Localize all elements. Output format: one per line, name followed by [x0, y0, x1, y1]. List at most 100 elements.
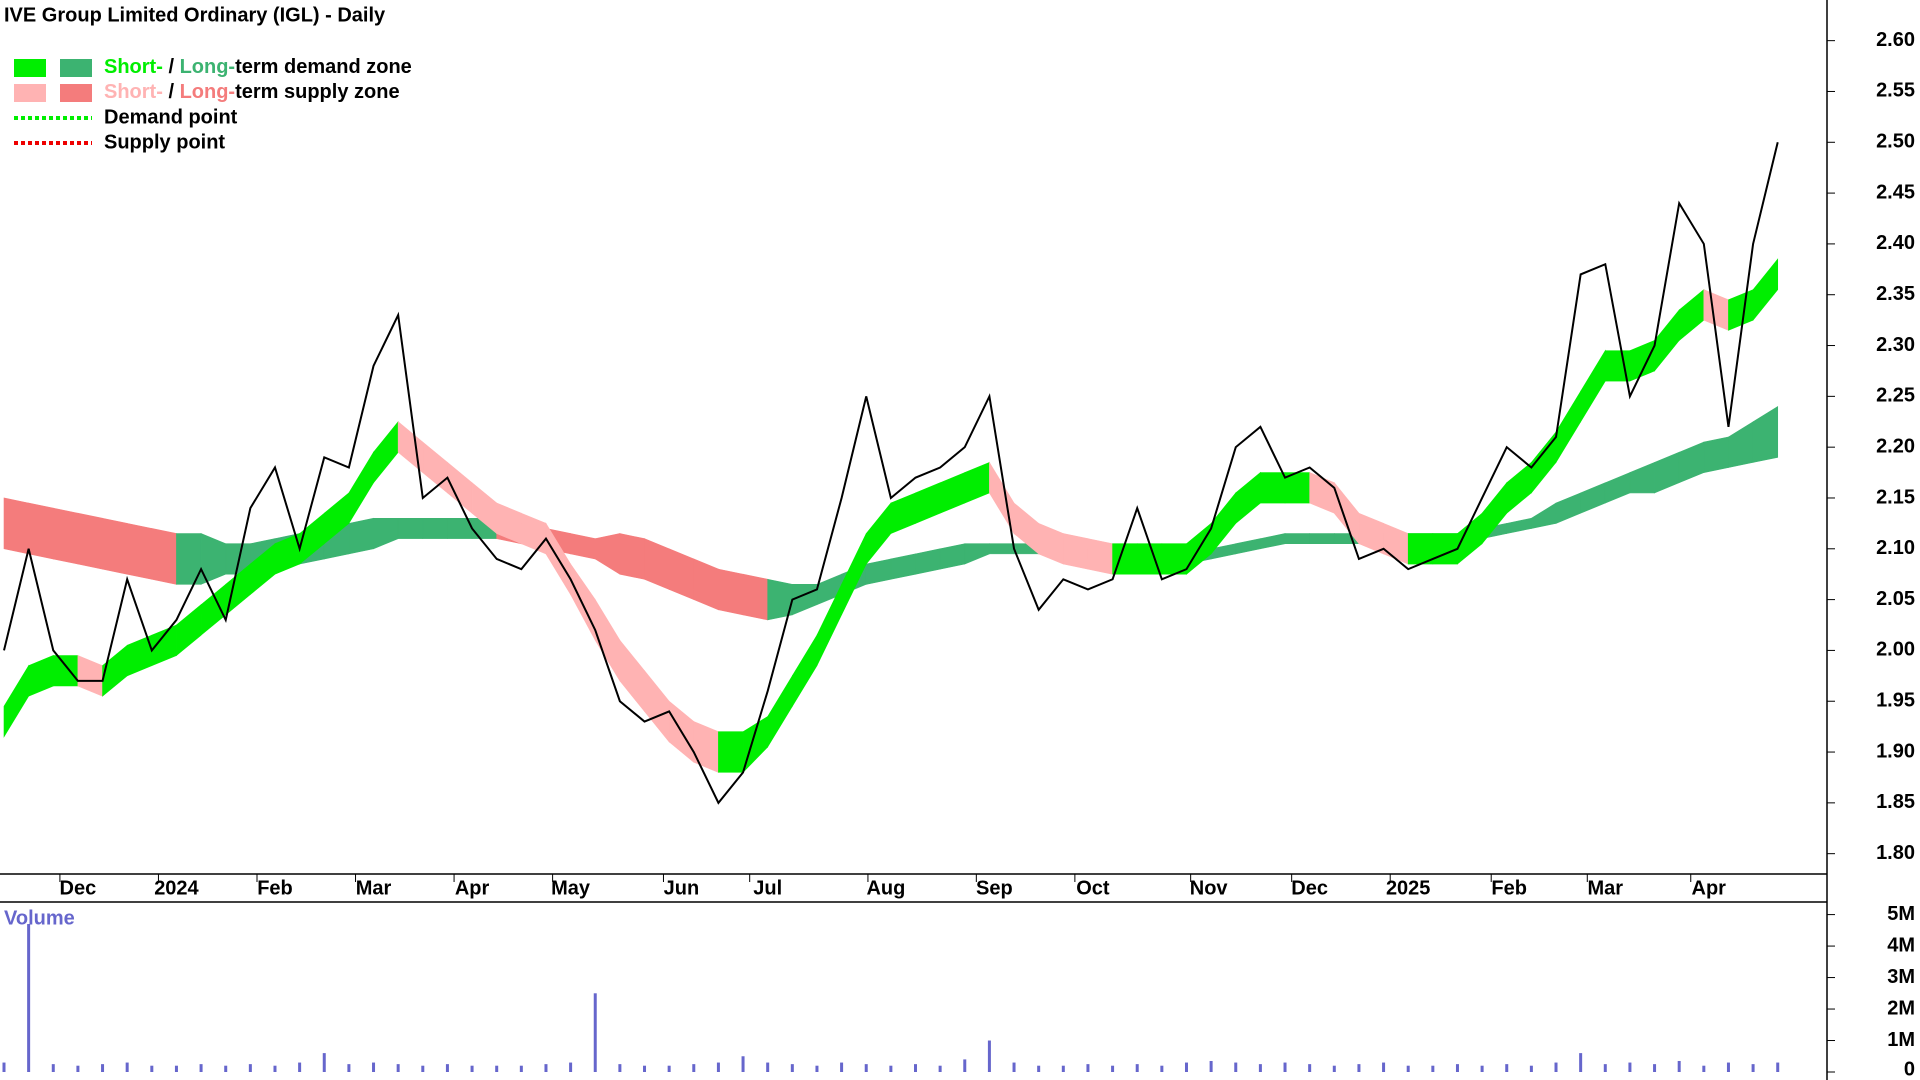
legend-part: Short- — [104, 56, 163, 78]
x-tick-label: Sep — [976, 877, 1013, 899]
zone-segment — [964, 543, 990, 565]
zone-segment — [693, 558, 719, 611]
volume-bar — [298, 1062, 302, 1072]
volume-bar — [840, 1062, 844, 1072]
zone-segment — [890, 492, 916, 534]
zone-segment — [1531, 502, 1557, 529]
legend-swatch — [60, 59, 92, 77]
zone-segment — [52, 655, 79, 687]
volume-bar — [1308, 1064, 1312, 1072]
zone-segment — [1506, 517, 1532, 534]
volume-bar — [963, 1059, 967, 1072]
y-tick-label: 2.05 — [1876, 588, 1915, 610]
y-tick-label: 2.10 — [1876, 537, 1915, 559]
legend-part: term demand zone — [235, 56, 412, 78]
volume-bar — [2, 1062, 6, 1072]
volume-bar — [1554, 1062, 1558, 1072]
volume-tick-label: 4M — [1887, 934, 1915, 956]
zone-segment — [422, 441, 448, 494]
volume-tick-label: 0 — [1904, 1058, 1915, 1080]
volume-bar — [1209, 1060, 1213, 1072]
zone-segment — [1580, 482, 1606, 514]
y-tick-label: 2.00 — [1876, 639, 1915, 661]
volume-bar — [1726, 1062, 1730, 1072]
legend-swatch — [14, 84, 46, 102]
zone-segment — [644, 669, 670, 743]
zone-segment — [1555, 390, 1581, 464]
zone-segment — [890, 553, 916, 580]
zone-segment — [619, 639, 645, 713]
volume-bar — [495, 1065, 499, 1072]
volume-bar — [1603, 1064, 1607, 1072]
legend-part: Long- — [180, 56, 236, 78]
zone-segment — [1235, 538, 1261, 555]
zone-segment — [200, 583, 227, 636]
volume-bar — [1628, 1062, 1632, 1072]
volume-bar — [1332, 1065, 1336, 1072]
x-tick-label: Jun — [664, 877, 700, 899]
x-tick-label: 2024 — [154, 877, 199, 899]
x-tick-label: Apr — [1692, 877, 1727, 899]
volume-bar — [1382, 1062, 1386, 1072]
volume-bar — [1702, 1065, 1706, 1072]
volume-bar — [51, 1064, 55, 1072]
zone-segment — [348, 517, 374, 555]
y-tick-label: 2.55 — [1876, 80, 1915, 102]
zone-segment — [151, 528, 177, 585]
zone-segment — [28, 655, 54, 697]
legend-part: term supply zone — [235, 81, 399, 103]
zone-segment — [865, 558, 892, 585]
zone-segment — [1654, 451, 1680, 494]
volume-bar — [889, 1065, 893, 1072]
zone-segment — [1604, 472, 1631, 504]
volume-tick-label: 1M — [1887, 1029, 1915, 1051]
x-tick-label: 2025 — [1386, 877, 1431, 899]
y-tick-label: 2.30 — [1876, 334, 1915, 356]
x-tick-label: Nov — [1190, 877, 1229, 899]
volume-bar — [1283, 1062, 1287, 1072]
volume-bar — [1184, 1062, 1188, 1072]
zone-segment — [742, 715, 768, 774]
volume-tick-label: 5M — [1887, 903, 1915, 925]
volume-bar — [1258, 1064, 1262, 1072]
zone-segment — [1629, 340, 1655, 382]
legend-part: Short- — [104, 81, 163, 103]
volume-bar — [421, 1065, 425, 1072]
volume-bar — [1234, 1062, 1238, 1072]
volume-bar — [1160, 1065, 1164, 1072]
volume-bar — [1111, 1065, 1115, 1072]
zone-segment — [939, 543, 966, 570]
y-tick-label: 2.35 — [1876, 283, 1915, 305]
zone-segment — [1235, 471, 1261, 525]
zone-segment — [668, 548, 695, 601]
volume-bar — [1751, 1064, 1755, 1072]
volume-bar — [766, 1062, 770, 1072]
volume-bar — [1061, 1065, 1065, 1072]
x-tick-label: Aug — [866, 877, 905, 899]
volume-bar — [1677, 1060, 1681, 1072]
zone-segment — [1752, 258, 1779, 321]
legend-swatch — [14, 59, 46, 77]
y-tick-label: 2.45 — [1876, 181, 1915, 203]
volume-bar — [372, 1062, 376, 1072]
legend-label: Supply point — [104, 131, 225, 153]
zone-segment — [52, 507, 79, 565]
zone-segment — [126, 523, 153, 580]
x-tick-label: Oct — [1076, 877, 1110, 899]
zone-segment — [619, 533, 645, 580]
zone-segment — [1038, 522, 1064, 565]
zone-segment — [989, 543, 1015, 555]
price-line — [3, 142, 1779, 805]
zone-segment — [693, 721, 719, 773]
zone-segment — [1063, 533, 1089, 570]
volume-bar — [101, 1064, 105, 1072]
volume-bar — [618, 1064, 622, 1072]
volume-bar — [1480, 1065, 1484, 1072]
volume-bar — [1579, 1053, 1583, 1072]
zone-segment — [570, 533, 596, 560]
zone-segment — [422, 518, 448, 539]
volume-bar — [322, 1053, 326, 1072]
x-tick-label: Jul — [753, 877, 782, 899]
zone-segment — [1678, 441, 1705, 484]
